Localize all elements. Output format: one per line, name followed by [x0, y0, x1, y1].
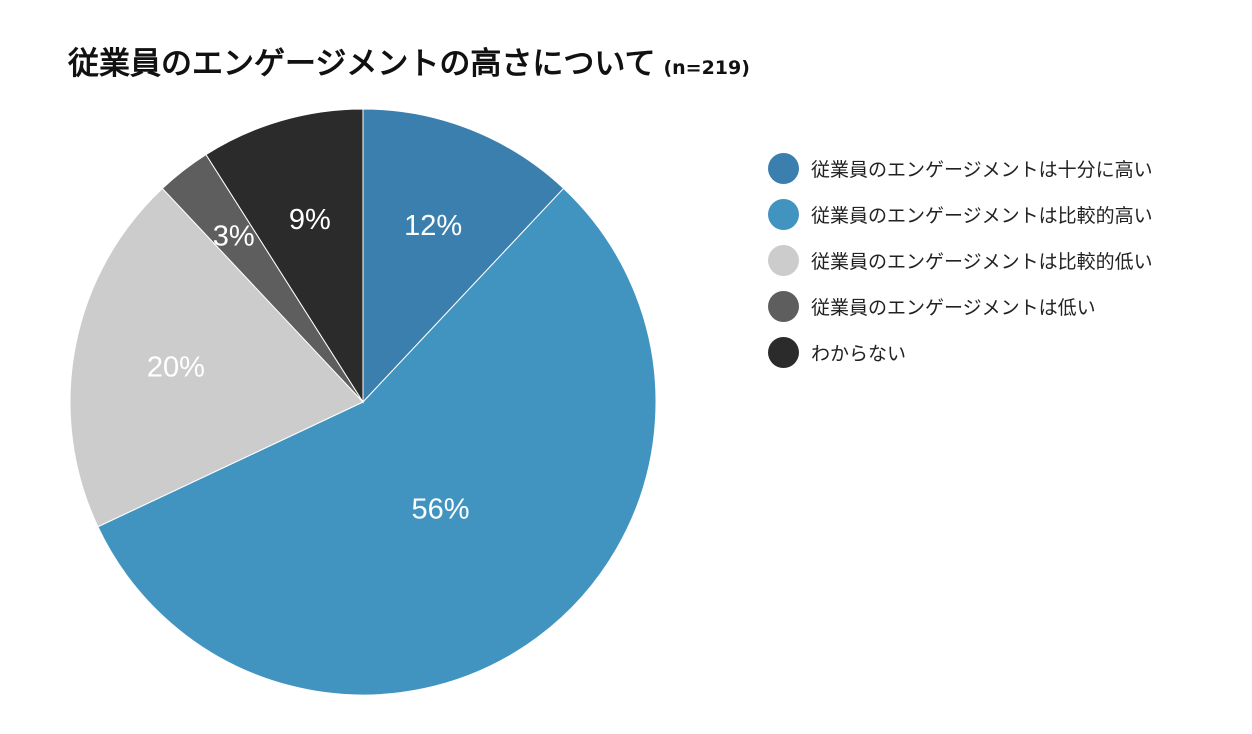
title-text: 従業員のエンゲージメントの高さについて — [68, 46, 656, 82]
pie-slice-4 — [205, 108, 364, 404]
legend-label: 従業員のエンゲージメントは十分に高い — [811, 158, 1153, 181]
legend-label: 従業員のエンゲージメントは比較的低い — [811, 250, 1153, 273]
data-label-1: 56% — [411, 494, 469, 526]
legend-label: わからない — [811, 342, 907, 365]
legend-label: 従業員のエンゲージメントは比較的高い — [811, 204, 1153, 227]
legend-item-4: わからない — [768, 329, 1153, 375]
data-label-4: 9% — [289, 204, 331, 236]
legend-label: 従業員のエンゲージメントは低い — [811, 296, 1096, 319]
pie-slice-1 — [97, 187, 657, 696]
chart-title: 従業員のエンゲージメントの高さについて (n=219) — [68, 38, 750, 83]
legend-swatch-icon — [768, 336, 799, 368]
legend-item-1: 従業員のエンゲージメントは比較的高い — [768, 191, 1153, 237]
legend-swatch-icon — [768, 198, 799, 230]
legend-swatch-icon — [768, 290, 799, 322]
data-label-2: 20% — [147, 351, 205, 383]
sample-size: (n=219) — [663, 57, 750, 79]
legend: 従業員のエンゲージメントは十分に高い 従業員のエンゲージメントは比較的高い 従業員の… — [768, 145, 1153, 375]
legend-swatch-icon — [768, 152, 799, 184]
legend-item-3: 従業員のエンゲージメントは低い — [768, 283, 1153, 329]
data-label-0: 12% — [404, 210, 462, 242]
legend-swatch-icon — [768, 244, 799, 276]
pie-slice-2 — [69, 187, 364, 528]
pie-chart: 12% 56% 20% 3% 9% — [69, 108, 657, 696]
pie-slice-0 — [362, 108, 565, 404]
legend-item-2: 従業員のエンゲージメントは比較的低い — [768, 237, 1153, 283]
legend-item-0: 従業員のエンゲージメントは十分に高い — [768, 145, 1153, 191]
data-label-3: 3% — [213, 220, 255, 252]
